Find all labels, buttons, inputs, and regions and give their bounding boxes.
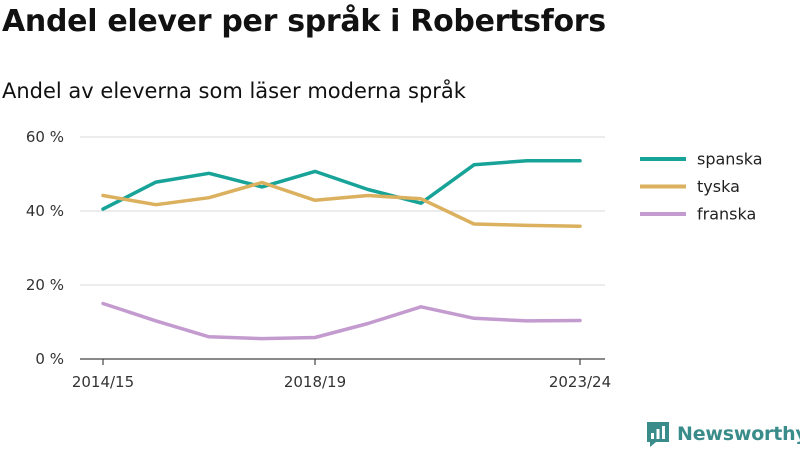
x-tick-label: 2014/15 [72,373,134,391]
chart-title: Andel elever per språk i Robertsfors [2,4,606,39]
series-line-spanska [101,158,582,211]
series-lines [101,158,582,341]
y-tick-label: 60 % [26,128,64,146]
chart-subtitle: Andel av eleverna som läser moderna språ… [2,79,466,103]
line-chart: 0 % 20 % 40 % 60 % 2014/15 2018/19 2023/24 sp… [26,128,763,391]
legend-label-spanska: spanska [697,150,763,169]
series-line-franska [101,301,582,341]
y-tick-label: 40 % [26,202,64,220]
newsworthy-logo-icon [647,422,669,447]
brand-name: Newsworthy [677,423,800,445]
legend-label-tyska: tyska [697,177,740,196]
y-axis-ticks: 0 % 20 % 40 % 60 % [26,128,64,368]
series-line-tyska [101,180,582,228]
x-tick-label: 2023/24 [549,373,611,391]
x-tick-label: 2018/19 [284,373,346,391]
legend-label-franska: franska [697,205,756,224]
gridlines [80,136,605,286]
legend: spanska tyska franska [640,150,763,224]
brand-footer[interactable]: Newsworthy [645,419,800,449]
y-tick-label: 0 % [35,350,64,368]
x-axis: 2014/15 2018/19 2023/24 [72,358,611,391]
y-tick-label: 20 % [26,276,64,294]
